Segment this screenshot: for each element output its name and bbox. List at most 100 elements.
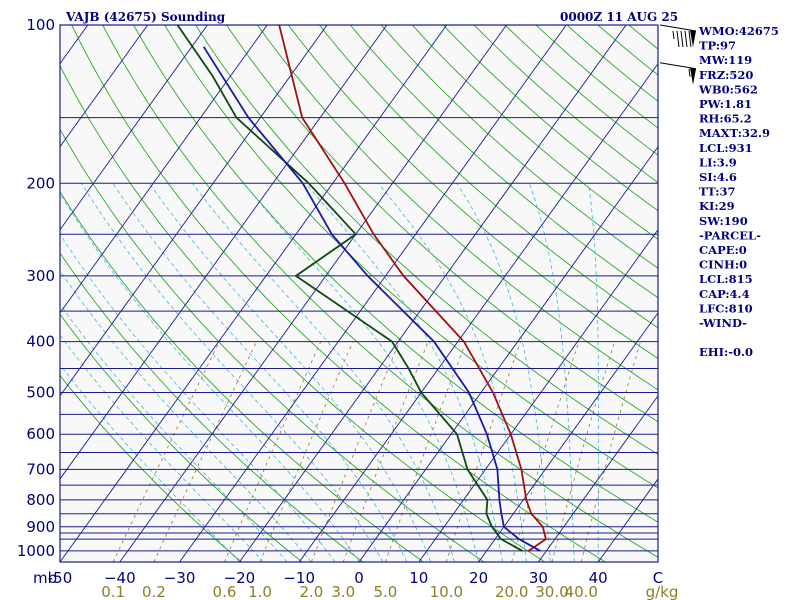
mixing-ratio-line (259, 341, 354, 562)
index-value: CAP:4.4 (699, 287, 750, 301)
temperature-tick-label: 40 (589, 569, 608, 587)
dry-adiabat (288, 25, 658, 359)
pressure-tick-label: 100 (26, 16, 55, 34)
dry-adiabat (535, 25, 658, 129)
mixing-ratio-label: 2.0 (300, 583, 324, 600)
index-value: CINH:0 (699, 258, 747, 272)
valid-time: 0000Z 11 AUG 25 (560, 10, 678, 24)
mixing-ratio-label: 0.6 (213, 583, 237, 600)
index-value: MAXT:32.9 (699, 126, 770, 140)
plot-area (60, 25, 658, 562)
index-value: WB0:562 (698, 82, 758, 96)
index-value: KI:29 (699, 199, 735, 213)
index-value: FRZ:520 (699, 68, 753, 82)
moist-adiabat (60, 233, 336, 562)
wind-barb-feather (688, 30, 692, 48)
isotherm (60, 25, 328, 397)
dry-adiabat (133, 25, 658, 523)
mixing-ratio-line (153, 341, 257, 562)
pressure-tick-label: 700 (26, 460, 55, 478)
mixing-ratio-label: 40.0 (565, 583, 598, 600)
pressure-unit-label: mb (33, 569, 57, 587)
isotherm (119, 25, 507, 562)
dry-adiabat (504, 25, 658, 156)
mixing-ratio-line (342, 341, 429, 562)
pressure-tick-label: 400 (26, 333, 55, 351)
dry-adiabat (380, 25, 658, 269)
moist-adiabat (60, 363, 240, 562)
index-value: PW:1.81 (699, 97, 752, 111)
pressure-tick-label: 800 (26, 491, 55, 509)
index-value: WMO:42675 (698, 24, 779, 38)
index-value: SW:190 (699, 214, 748, 228)
temperature-tick-label: -50 (48, 569, 73, 587)
moist-adiabat (60, 270, 312, 562)
mixing-ratio-label: 1.0 (248, 583, 272, 600)
dry-adiabat (257, 25, 658, 391)
dry-adiabat (60, 374, 242, 562)
mixing-ratio-unit: g/kg (646, 583, 679, 600)
moist-adiabat (60, 334, 264, 562)
mixing-ratio-label: 0.1 (101, 583, 125, 600)
index-value: TP:97 (699, 39, 736, 53)
index-value: TT:37 (699, 185, 736, 199)
moist-adiabat (377, 183, 527, 562)
index-value: MW:119 (699, 53, 752, 67)
isotherm (60, 25, 149, 148)
pressure-tick-label: 200 (26, 174, 55, 192)
isotherm (358, 145, 658, 562)
mixing-ratio-label: 5.0 (373, 583, 397, 600)
isotherm (239, 25, 627, 562)
temperature-tick-label: −20 (224, 569, 256, 587)
dry-adiabat (102, 25, 658, 558)
index-value: RH:65.2 (699, 112, 752, 126)
dry-adiabat (60, 128, 485, 562)
pressure-tick-label: 500 (26, 384, 55, 402)
wind-barb-half-feather (672, 30, 675, 40)
isotherm (60, 25, 448, 562)
mixing-ratio-label: 30.0 (535, 583, 568, 600)
parcel-path (202, 46, 541, 552)
isotherm (298, 62, 658, 562)
wind-barb-pennant (690, 30, 696, 47)
mixing-ratio-label: 3.0 (331, 583, 355, 600)
index-value: LCL:815 (699, 272, 753, 286)
mixing-ratio-label: 20.0 (495, 583, 528, 600)
wind-barb-pennant (690, 67, 696, 85)
index-value: LFC:810 (699, 301, 753, 315)
isotherm (478, 312, 658, 562)
temperature-tick-label: 10 (409, 569, 428, 587)
index-value: -WIND- (699, 316, 747, 330)
isotherm (60, 25, 388, 480)
temperature-tick-label: 0 (354, 569, 364, 587)
dry-adiabat (473, 25, 658, 184)
pressure-tick-label: 300 (26, 267, 55, 285)
mixing-ratio-line (224, 341, 322, 562)
temperature-tick-label: −10 (283, 569, 315, 587)
temperature-end-label: C (653, 569, 663, 587)
isotherm (538, 395, 658, 562)
isotherm (60, 25, 268, 314)
moist-adiabat (456, 183, 551, 562)
moist-adiabat (60, 303, 288, 562)
index-value: EHI:-0.0 (699, 345, 753, 359)
dry-adiabat (442, 25, 658, 212)
index-value: -PARCEL- (699, 228, 761, 242)
moist-adiabat (148, 183, 432, 562)
dry-adiabat (60, 313, 303, 562)
station-title: VAJB (42675) Sounding (65, 10, 226, 24)
index-value: CAPE:0 (699, 243, 747, 257)
dewpoint-profile (176, 25, 523, 552)
dry-adiabat (164, 25, 658, 489)
mixing-ratio-label: 10.0 (430, 583, 463, 600)
pressure-tick-label: 1000 (17, 542, 55, 560)
grid-layer (60, 25, 658, 562)
dry-adiabat (195, 25, 658, 456)
dry-adiabat (226, 25, 658, 423)
isotherm (179, 25, 567, 562)
plot-frame (59, 24, 659, 563)
wind-barb-feather (676, 30, 680, 48)
dry-adiabat (60, 252, 364, 562)
moist-adiabat (81, 183, 384, 562)
